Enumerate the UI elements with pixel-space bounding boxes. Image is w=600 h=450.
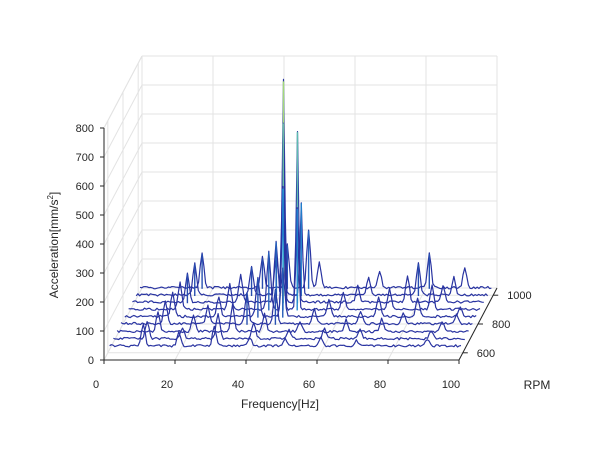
- x-tick-label: 60: [303, 379, 315, 391]
- z-axis-title-sup: 2: [46, 195, 55, 200]
- axes: [100, 127, 499, 364]
- x-tick-label: 20: [161, 379, 173, 391]
- z-axis-title: Acceleration[mm/s2]: [46, 192, 61, 299]
- spectrum-series: [109, 323, 462, 348]
- tick-labels: 0 20 40 60 80 100 600 800 1000 0 100 200 300 400 500 60…: [76, 123, 532, 391]
- x-tick-label: 80: [374, 379, 386, 391]
- x-tick-label: 0: [93, 379, 99, 391]
- spectrum-series: [120, 288, 473, 326]
- spectrum-line: [132, 122, 484, 304]
- y-tick-label: 800: [492, 319, 510, 331]
- spectrum-line: [139, 229, 492, 290]
- z-tick-label: 300: [76, 268, 94, 280]
- z-tick-label: 200: [76, 297, 94, 309]
- grid-line-side-z: [103, 113, 143, 187]
- y-axis-title: RPM: [524, 378, 551, 392]
- x-tick-label: 40: [232, 379, 244, 391]
- z-axis-title-end: ]: [47, 192, 61, 195]
- grid-line-side-z: [103, 84, 143, 158]
- grid: [103, 55, 498, 361]
- y-tick-label: 1000: [507, 290, 531, 302]
- spectrum-line: [109, 323, 462, 348]
- spectrum-line: [116, 303, 469, 334]
- z-tick-label: 0: [88, 355, 94, 367]
- x-axis-title: Frequency[Hz]: [241, 397, 319, 411]
- spectrum-line: [120, 288, 473, 326]
- spectra: [109, 78, 492, 348]
- z-axis-title-main: Acceleration[mm/s: [47, 200, 61, 299]
- spectrum-series: [139, 229, 492, 290]
- spectrum-line: [135, 78, 489, 297]
- grid-line-side-z: [103, 258, 143, 332]
- z-tick-label: 400: [76, 239, 94, 251]
- z-tick-label: 800: [76, 123, 94, 135]
- z-tick-label: 600: [76, 181, 94, 193]
- grid-line-side-z: [103, 171, 143, 245]
- grid-line-side-z: [103, 142, 143, 216]
- spectrum-series: [116, 303, 469, 334]
- spectrum-line: [113, 313, 465, 341]
- spectrum-series: [135, 78, 489, 297]
- axis-titles: Frequency[Hz] RPM Acceleration[mm/s2]: [46, 192, 550, 411]
- z-tick-label: 700: [76, 152, 94, 164]
- grid-line-side-z: [103, 200, 143, 274]
- y-tick-label: 600: [477, 348, 495, 360]
- grid-line-side-z: [103, 229, 143, 303]
- spectrum-line: [128, 185, 481, 311]
- z-tick-label: 100: [76, 326, 94, 338]
- spectrum-line: [124, 267, 477, 319]
- grid-line-top-side: [103, 55, 143, 129]
- x-tick-label: 100: [442, 379, 460, 391]
- spectrum-series: [124, 267, 477, 319]
- z-tick-label: 500: [76, 210, 94, 222]
- spectrum-series: [113, 313, 465, 341]
